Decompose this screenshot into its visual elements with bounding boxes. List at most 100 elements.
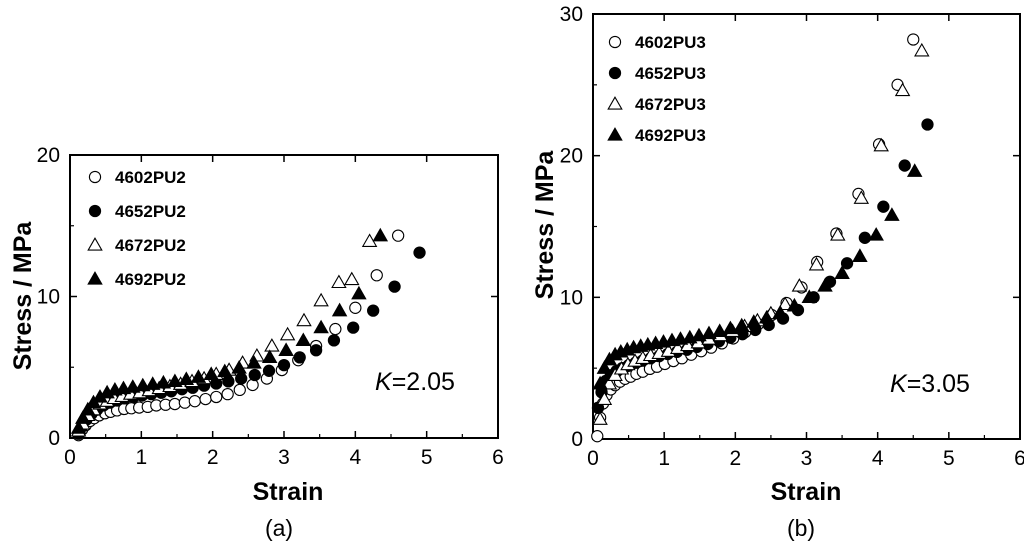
data-point <box>596 391 613 405</box>
legend-label: 4692PU2 <box>115 270 186 289</box>
data-point <box>877 200 890 213</box>
data-point <box>898 159 911 172</box>
data-point <box>367 304 380 317</box>
x-tick-label: 3 <box>801 447 813 470</box>
data-point <box>178 396 191 409</box>
data-point <box>772 304 788 319</box>
data-point <box>199 392 212 406</box>
data-point <box>777 296 793 311</box>
y-axis-label: Stress / MPa <box>9 221 37 371</box>
legend-marker <box>608 66 622 80</box>
data-point <box>279 326 296 341</box>
legend-marker <box>87 271 103 285</box>
data-point <box>801 289 818 303</box>
data-point <box>75 410 91 424</box>
data-point <box>914 42 930 57</box>
data-point <box>591 430 604 443</box>
data-point <box>264 338 280 352</box>
legend-marker <box>608 35 622 49</box>
data-point <box>786 297 803 312</box>
legend-label: 4692PU3 <box>635 126 706 145</box>
data-point <box>329 322 342 336</box>
data-point <box>295 332 312 347</box>
data-point <box>852 248 868 262</box>
series-4602PU2 <box>72 229 405 442</box>
data-point <box>817 278 833 292</box>
y-tick-label: 10 <box>560 286 583 309</box>
data-point <box>231 360 247 374</box>
data-point <box>873 137 889 152</box>
data-point <box>733 317 750 332</box>
data-point <box>233 383 246 397</box>
data-point <box>351 285 367 300</box>
data-point <box>391 229 405 242</box>
data-point <box>388 280 401 293</box>
data-point <box>906 163 923 177</box>
x-tick-label: 6 <box>492 446 504 469</box>
data-point <box>722 320 739 335</box>
data-point <box>830 227 846 241</box>
data-point <box>758 309 775 324</box>
data-point <box>293 351 306 364</box>
data-point <box>70 420 87 434</box>
x-tick-label: 4 <box>349 446 361 469</box>
data-point <box>808 256 825 271</box>
data-point <box>921 118 934 131</box>
x-tick-label: 3 <box>278 446 290 469</box>
y-tick-label: 0 <box>571 428 583 451</box>
y-axis-label: Stress / MPa <box>531 150 559 300</box>
data-point <box>331 274 347 289</box>
legend-marker <box>88 204 102 218</box>
legend-label: 4602PU2 <box>115 168 186 187</box>
data-point <box>80 401 96 416</box>
data-point <box>277 358 291 372</box>
data-point <box>596 360 613 374</box>
x-tick-label: 2 <box>729 447 741 470</box>
y-tick-label: 10 <box>37 286 60 309</box>
chart-panel-a: 0 1 2 3 4 5 6 0 10 20 Strain Stress / MPa (a) K=2.05 4… <box>9 144 504 541</box>
data-point <box>331 302 348 317</box>
data-point <box>210 390 223 404</box>
data-point <box>188 395 201 408</box>
data-point <box>313 292 329 307</box>
data-point <box>309 344 323 357</box>
data-point <box>791 278 808 292</box>
data-point <box>344 271 360 286</box>
data-point <box>313 319 329 334</box>
data-point <box>907 33 920 46</box>
x-tick-label: 0 <box>587 447 599 470</box>
data-point <box>190 369 207 383</box>
data-point <box>601 375 618 390</box>
data-point <box>413 246 426 259</box>
data-point <box>261 349 278 363</box>
x-tick-label: 0 <box>64 446 76 469</box>
legend-label: 4602PU3 <box>635 33 706 52</box>
data-point <box>370 269 383 282</box>
y-tick-label: 20 <box>560 145 583 168</box>
x-tick-label: 1 <box>135 446 147 469</box>
data-point <box>592 375 608 390</box>
k-value: =2.05 <box>392 368 455 396</box>
legend-marker <box>88 170 102 184</box>
data-point <box>278 342 294 356</box>
data-point <box>327 334 341 347</box>
data-point <box>868 227 884 241</box>
x-tick-label: 5 <box>943 447 955 470</box>
data-point <box>858 231 872 244</box>
data-point <box>349 301 362 314</box>
k-annotation: K=3.05 <box>890 370 970 398</box>
k-value: =3.05 <box>907 370 970 398</box>
x-axis-label: Strain <box>253 478 324 506</box>
y-tick-label: 30 <box>560 3 583 26</box>
data-point <box>701 325 717 340</box>
data-point <box>840 257 854 270</box>
data-point <box>347 321 360 334</box>
x-tick-label: 1 <box>658 447 670 470</box>
k-annotation: K=2.05 <box>375 368 455 396</box>
data-point <box>178 371 195 385</box>
data-point <box>144 376 161 390</box>
x-tick-label: 2 <box>207 446 219 469</box>
series-4692PU2 <box>70 227 389 434</box>
panel-label: (b) <box>787 515 815 541</box>
